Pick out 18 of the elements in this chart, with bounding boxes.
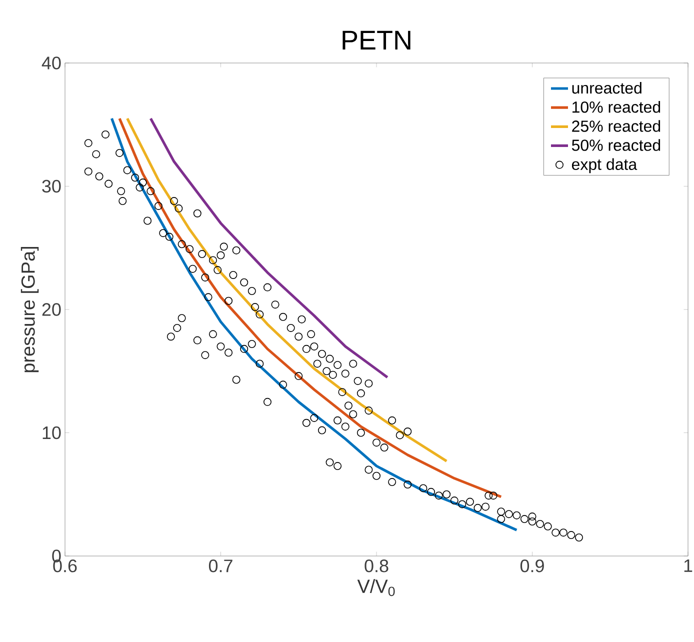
y-tick-label: 10 bbox=[42, 426, 61, 440]
x-axis-title: V/V$_{0}$ bbox=[357, 579, 395, 596]
legend-label: expt data bbox=[572, 158, 638, 174]
x-tick-label: 0.9 bbox=[520, 560, 544, 572]
line-series bbox=[126, 117, 448, 462]
y-axis-title: pressure [GPa] bbox=[20, 246, 39, 372]
legend-label: 10% reacted bbox=[572, 101, 660, 113]
legend-label: 50% reacted bbox=[572, 139, 660, 151]
legend-label: unreacted bbox=[572, 82, 642, 94]
y-tick-label: 20 bbox=[42, 303, 61, 316]
x-tick-label: 0.8 bbox=[364, 560, 388, 572]
x-tick-label: 1 bbox=[684, 560, 692, 572]
line-series bbox=[149, 117, 389, 379]
chart-title: PETN bbox=[342, 30, 410, 50]
y-tick-label: 30 bbox=[42, 180, 61, 193]
x-tick-label: 0.7 bbox=[208, 560, 232, 572]
legend-label: 25% reacted bbox=[572, 120, 660, 132]
y-tick-label: 40 bbox=[42, 56, 61, 70]
